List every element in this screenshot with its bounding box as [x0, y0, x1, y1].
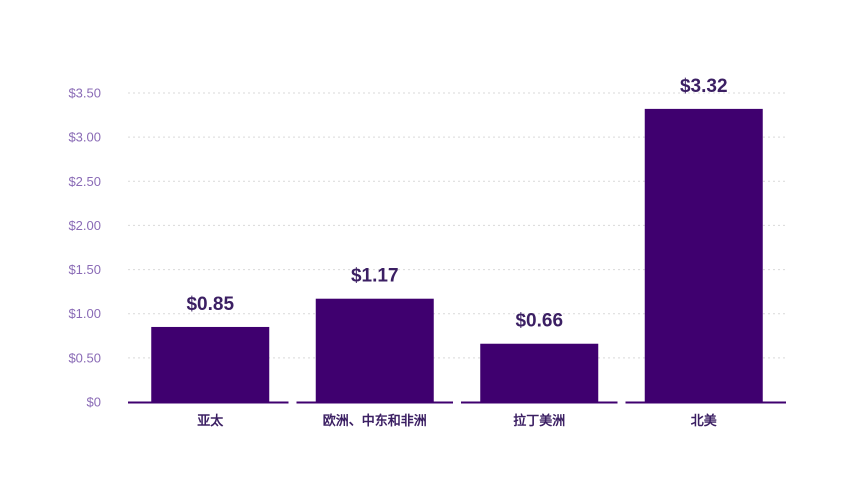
bar [644, 108, 763, 403]
x-category-label: 北美 [691, 413, 718, 429]
y-tick-label: $3.50 [68, 86, 101, 101]
y-tick-label: $2.50 [68, 174, 101, 189]
x-category-label: 欧洲、中东和非洲 [323, 413, 427, 429]
bar [480, 343, 599, 402]
bar [151, 326, 270, 402]
bar-value-label: $3.32 [680, 76, 728, 97]
y-tick-label: $1.50 [68, 262, 101, 277]
y-tick-label: $0 [87, 395, 101, 410]
y-tick-label: $1.00 [68, 306, 101, 321]
bar [315, 298, 434, 402]
value-labels: $0.85 $1.17 $0.66 $3.32 [186, 76, 727, 332]
x-category-label: 亚太 [197, 413, 224, 429]
category-labels: 亚太 欧洲、中东和非洲 拉丁美洲 北美 [197, 413, 718, 429]
y-tick-label: $3.00 [68, 130, 101, 145]
x-category-label: 拉丁美洲 [513, 413, 565, 429]
bar-value-label: $0.85 [186, 294, 234, 315]
y-axis-ticks: $0 $0.50 $1.00 $1.50 $2.00 $2.50 $3.00 $3.50 [68, 86, 101, 410]
bar-value-label: $1.17 [351, 266, 399, 287]
bar-value-label: $0.66 [515, 311, 563, 332]
y-tick-label: $2.00 [68, 218, 101, 233]
y-tick-label: $0.50 [68, 350, 101, 365]
bars [151, 108, 763, 403]
